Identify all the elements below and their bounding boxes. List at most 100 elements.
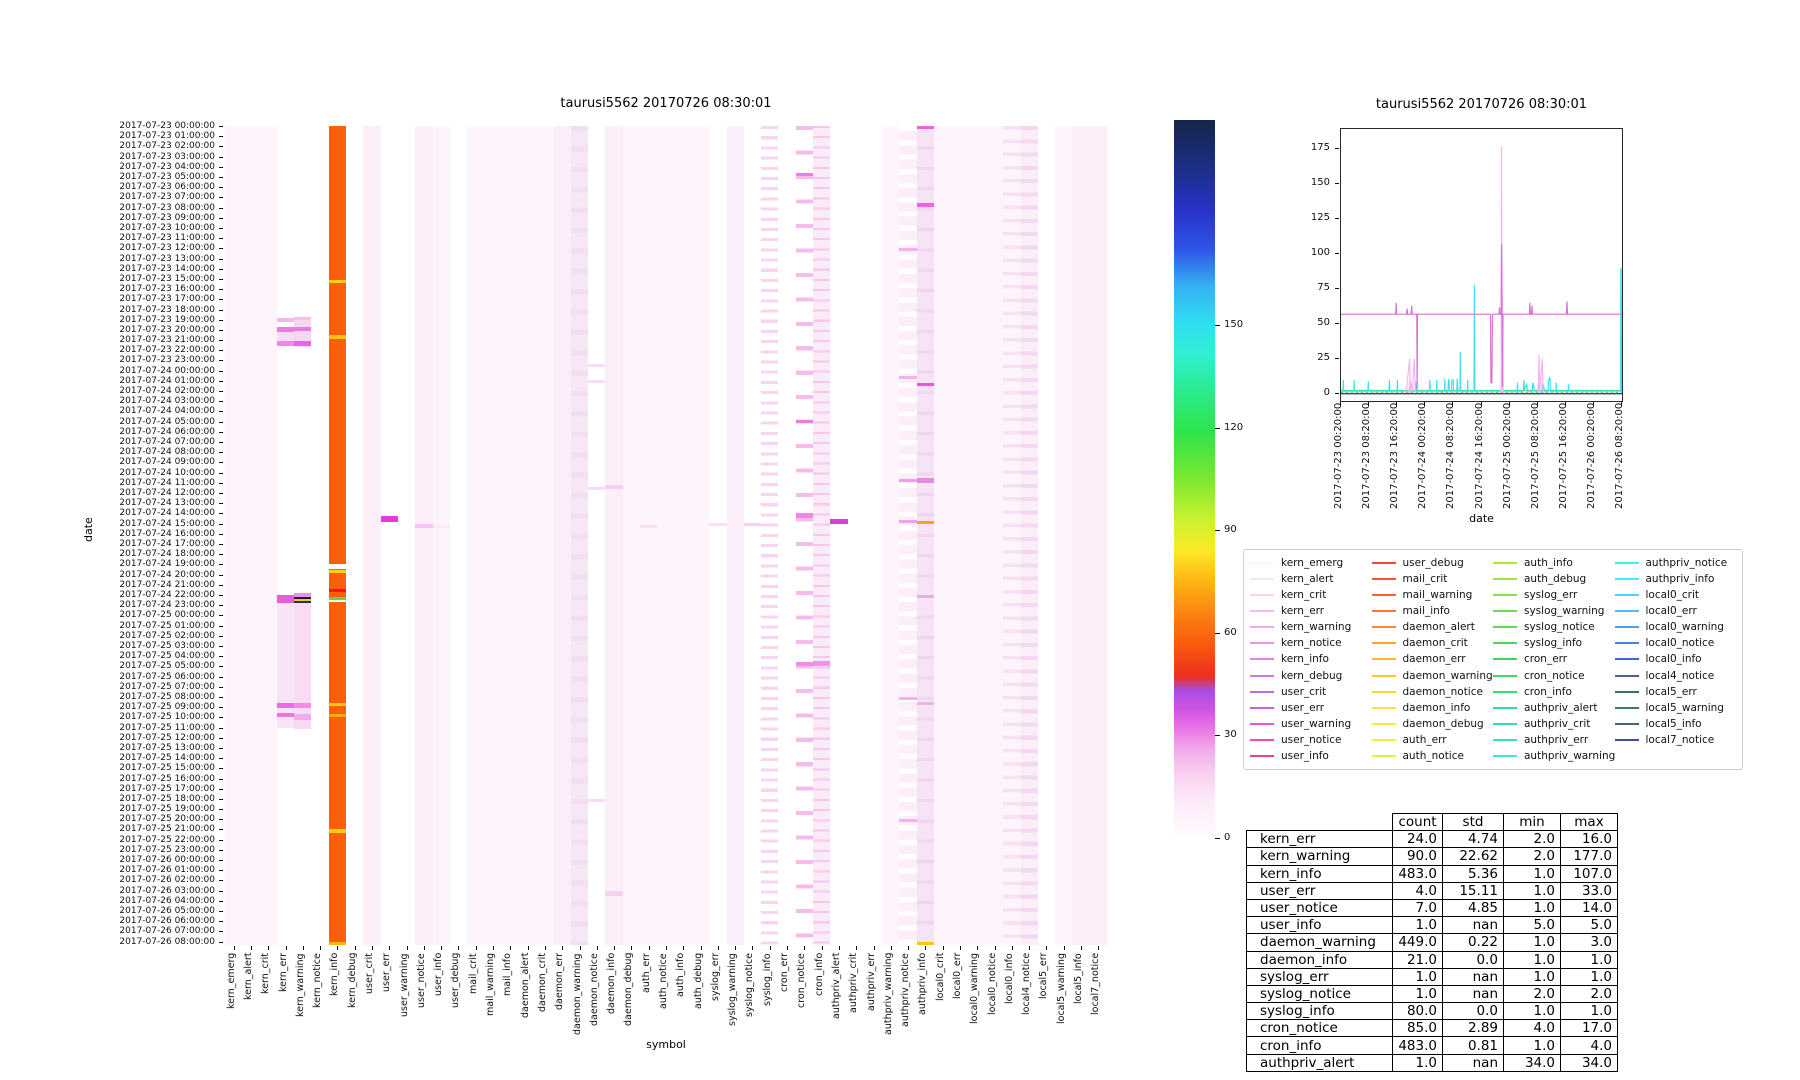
heatmap-ytick-label: 2017-07-23 14:00:00 xyxy=(119,263,215,274)
table-cell-value: 34.0 xyxy=(1503,1053,1561,1072)
heatmap-event xyxy=(328,279,347,283)
heatmap-xtick-label: mail_info xyxy=(502,953,514,996)
linechart-ytick-label: 0 xyxy=(1323,387,1330,398)
heatmap-ytick-mark xyxy=(219,197,223,199)
legend-line-swatch xyxy=(1493,642,1517,645)
legend-line-swatch xyxy=(1250,594,1274,597)
heatmap-xtick-label: local7_notice xyxy=(1090,953,1102,1016)
legend-item-kern_alert: kern_alert xyxy=(1250,571,1372,587)
heatmap-event xyxy=(899,375,917,379)
heatmap-ytick-mark xyxy=(219,574,223,576)
table-cell-value: nan xyxy=(1442,916,1504,935)
heatmap-event xyxy=(795,513,813,518)
heatmap-ytick-mark xyxy=(219,391,223,393)
linechart-ytick-label: 150 xyxy=(1310,177,1330,188)
heatmap-xtick-label: authpriv_info xyxy=(917,953,929,1016)
legend-label: local0_warning xyxy=(1645,621,1724,634)
table-cell-value: 4.85 xyxy=(1442,898,1504,918)
heatmap-event xyxy=(328,703,347,707)
linechart-xtick-mark xyxy=(1480,402,1482,406)
heatmap-ytick-mark xyxy=(219,890,223,892)
heatmap-xtick-mark xyxy=(804,946,806,950)
legend-line-swatch xyxy=(1493,722,1517,725)
heatmap-ytick-mark xyxy=(219,737,223,739)
heatmap-event xyxy=(294,603,312,724)
legend-line-swatch xyxy=(1371,578,1396,581)
heatmap-column-kern_debug xyxy=(346,126,364,945)
legend-label: local5_info xyxy=(1645,717,1702,730)
legend-line-swatch xyxy=(1614,594,1639,597)
heatmap-ytick-label: 2017-07-25 22:00:00 xyxy=(119,834,215,845)
heatmap-column-authpriv_alert xyxy=(830,126,848,945)
legend-item-user_debug: user_debug xyxy=(1371,555,1494,571)
legend-line-swatch xyxy=(1371,626,1396,629)
heatmap-ytick-mark xyxy=(219,136,223,138)
linechart-xtick-label: 2017-07-24 16:20:00 xyxy=(1473,402,1485,509)
heatmap-event xyxy=(294,319,312,348)
heatmap-ytick-mark xyxy=(219,442,223,444)
table-cell-value: 1.0 xyxy=(1503,967,1561,986)
legend-item-local0_warning: local0_warning xyxy=(1614,619,1737,635)
legend-line-swatch xyxy=(1371,562,1396,565)
legend-item-daemon_debug: daemon_debug xyxy=(1371,716,1494,732)
legend-label: user_warning xyxy=(1281,717,1352,730)
heatmap-event xyxy=(294,720,312,729)
heatmap-ytick-mark xyxy=(219,615,223,617)
linechart-ytick-mark xyxy=(1335,218,1339,219)
heatmap-xtick-mark xyxy=(372,946,373,950)
heatmap-ytick-label: 2017-07-26 02:00:00 xyxy=(119,875,215,886)
legend-label: cron_notice xyxy=(1524,669,1585,682)
heatmap-ytick-label: 2017-07-24 06:00:00 xyxy=(119,426,215,437)
heatmap-ytick-label: 2017-07-23 12:00:00 xyxy=(119,243,215,254)
heatmap-ytick-label: 2017-07-23 16:00:00 xyxy=(119,284,215,295)
heatmap-column-daemon_debug xyxy=(622,126,641,945)
legend-label: kern_info xyxy=(1281,653,1329,666)
legend-item-daemon_alert: daemon_alert xyxy=(1371,619,1494,635)
legend-line-swatch xyxy=(1371,594,1396,597)
legend-line-swatch xyxy=(1493,674,1517,677)
legend-item-syslog_warning: syslog_warning xyxy=(1493,603,1615,619)
heatmap-ytick-mark xyxy=(219,788,223,790)
heatmap-ytick-label: 2017-07-24 12:00:00 xyxy=(119,488,215,499)
heatmap-column-user_warning xyxy=(397,126,416,945)
heatmap-column-authpriv_warning xyxy=(882,126,900,945)
legend-item-local7_notice: local7_notice xyxy=(1614,732,1737,748)
table-row-label: cron_info xyxy=(1246,1036,1393,1055)
legend-line-swatch xyxy=(1250,642,1274,645)
heatmap-ytick-mark xyxy=(219,656,223,658)
heatmap-event xyxy=(916,126,935,129)
legend-item-kern_err: kern_err xyxy=(1250,603,1372,619)
legend-item-user_notice: user_notice xyxy=(1250,732,1372,748)
heatmap-xtick-mark xyxy=(423,946,425,950)
heatmap-xtick-mark xyxy=(735,946,737,950)
legend-label: authpriv_crit xyxy=(1524,717,1591,730)
table-cell-value: 3.0 xyxy=(1560,933,1618,952)
heatmap-ytick-mark xyxy=(219,839,223,841)
heatmap-event xyxy=(276,713,295,718)
colorbar-tick-label: 150 xyxy=(1224,319,1244,331)
heatmap-event xyxy=(640,524,658,528)
table-row-label: kern_warning xyxy=(1246,847,1393,866)
heatmap-ytick-mark xyxy=(219,126,223,127)
heatmap-column-auth_info xyxy=(674,126,692,945)
linechart-xtick-mark xyxy=(1621,402,1622,406)
legend-item-cron_notice: cron_notice xyxy=(1493,668,1615,684)
legend-item-auth_err: auth_err xyxy=(1371,732,1494,748)
legend-label: local5_err xyxy=(1645,685,1697,698)
heatmap-xtick-label: daemon_err xyxy=(554,953,566,1011)
heatmap-ytick-mark xyxy=(219,146,223,148)
heatmap-xtick-mark xyxy=(666,946,667,950)
table-cell-value: 1.0 xyxy=(1503,1036,1561,1055)
table-row-daemon_warning: daemon_warning 449.0 0.22 1.0 3.0 xyxy=(1246,933,1618,952)
heatmap-xtick-mark xyxy=(890,946,892,950)
heatmap-ytick-label: 2017-07-25 16:00:00 xyxy=(119,773,215,784)
heatmap-event xyxy=(916,203,935,207)
heatmap-ytick-mark xyxy=(219,544,223,545)
legend-item-local5_err: local5_err xyxy=(1614,684,1737,700)
legend-label: user_crit xyxy=(1281,685,1327,698)
heatmap-column-cron_err xyxy=(778,126,796,945)
heatmap-ytick-label: 2017-07-23 23:00:00 xyxy=(119,355,215,366)
table-row-label: user_notice xyxy=(1246,898,1393,918)
heatmap-event xyxy=(605,890,623,896)
